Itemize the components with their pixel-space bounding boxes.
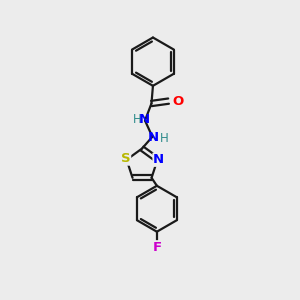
Text: N: N bbox=[153, 153, 164, 166]
Text: H: H bbox=[132, 113, 141, 126]
Text: H: H bbox=[160, 132, 169, 145]
Text: F: F bbox=[152, 241, 161, 254]
Text: N: N bbox=[148, 131, 159, 144]
Text: N: N bbox=[139, 113, 150, 126]
Text: S: S bbox=[121, 152, 130, 165]
Text: O: O bbox=[172, 94, 184, 108]
